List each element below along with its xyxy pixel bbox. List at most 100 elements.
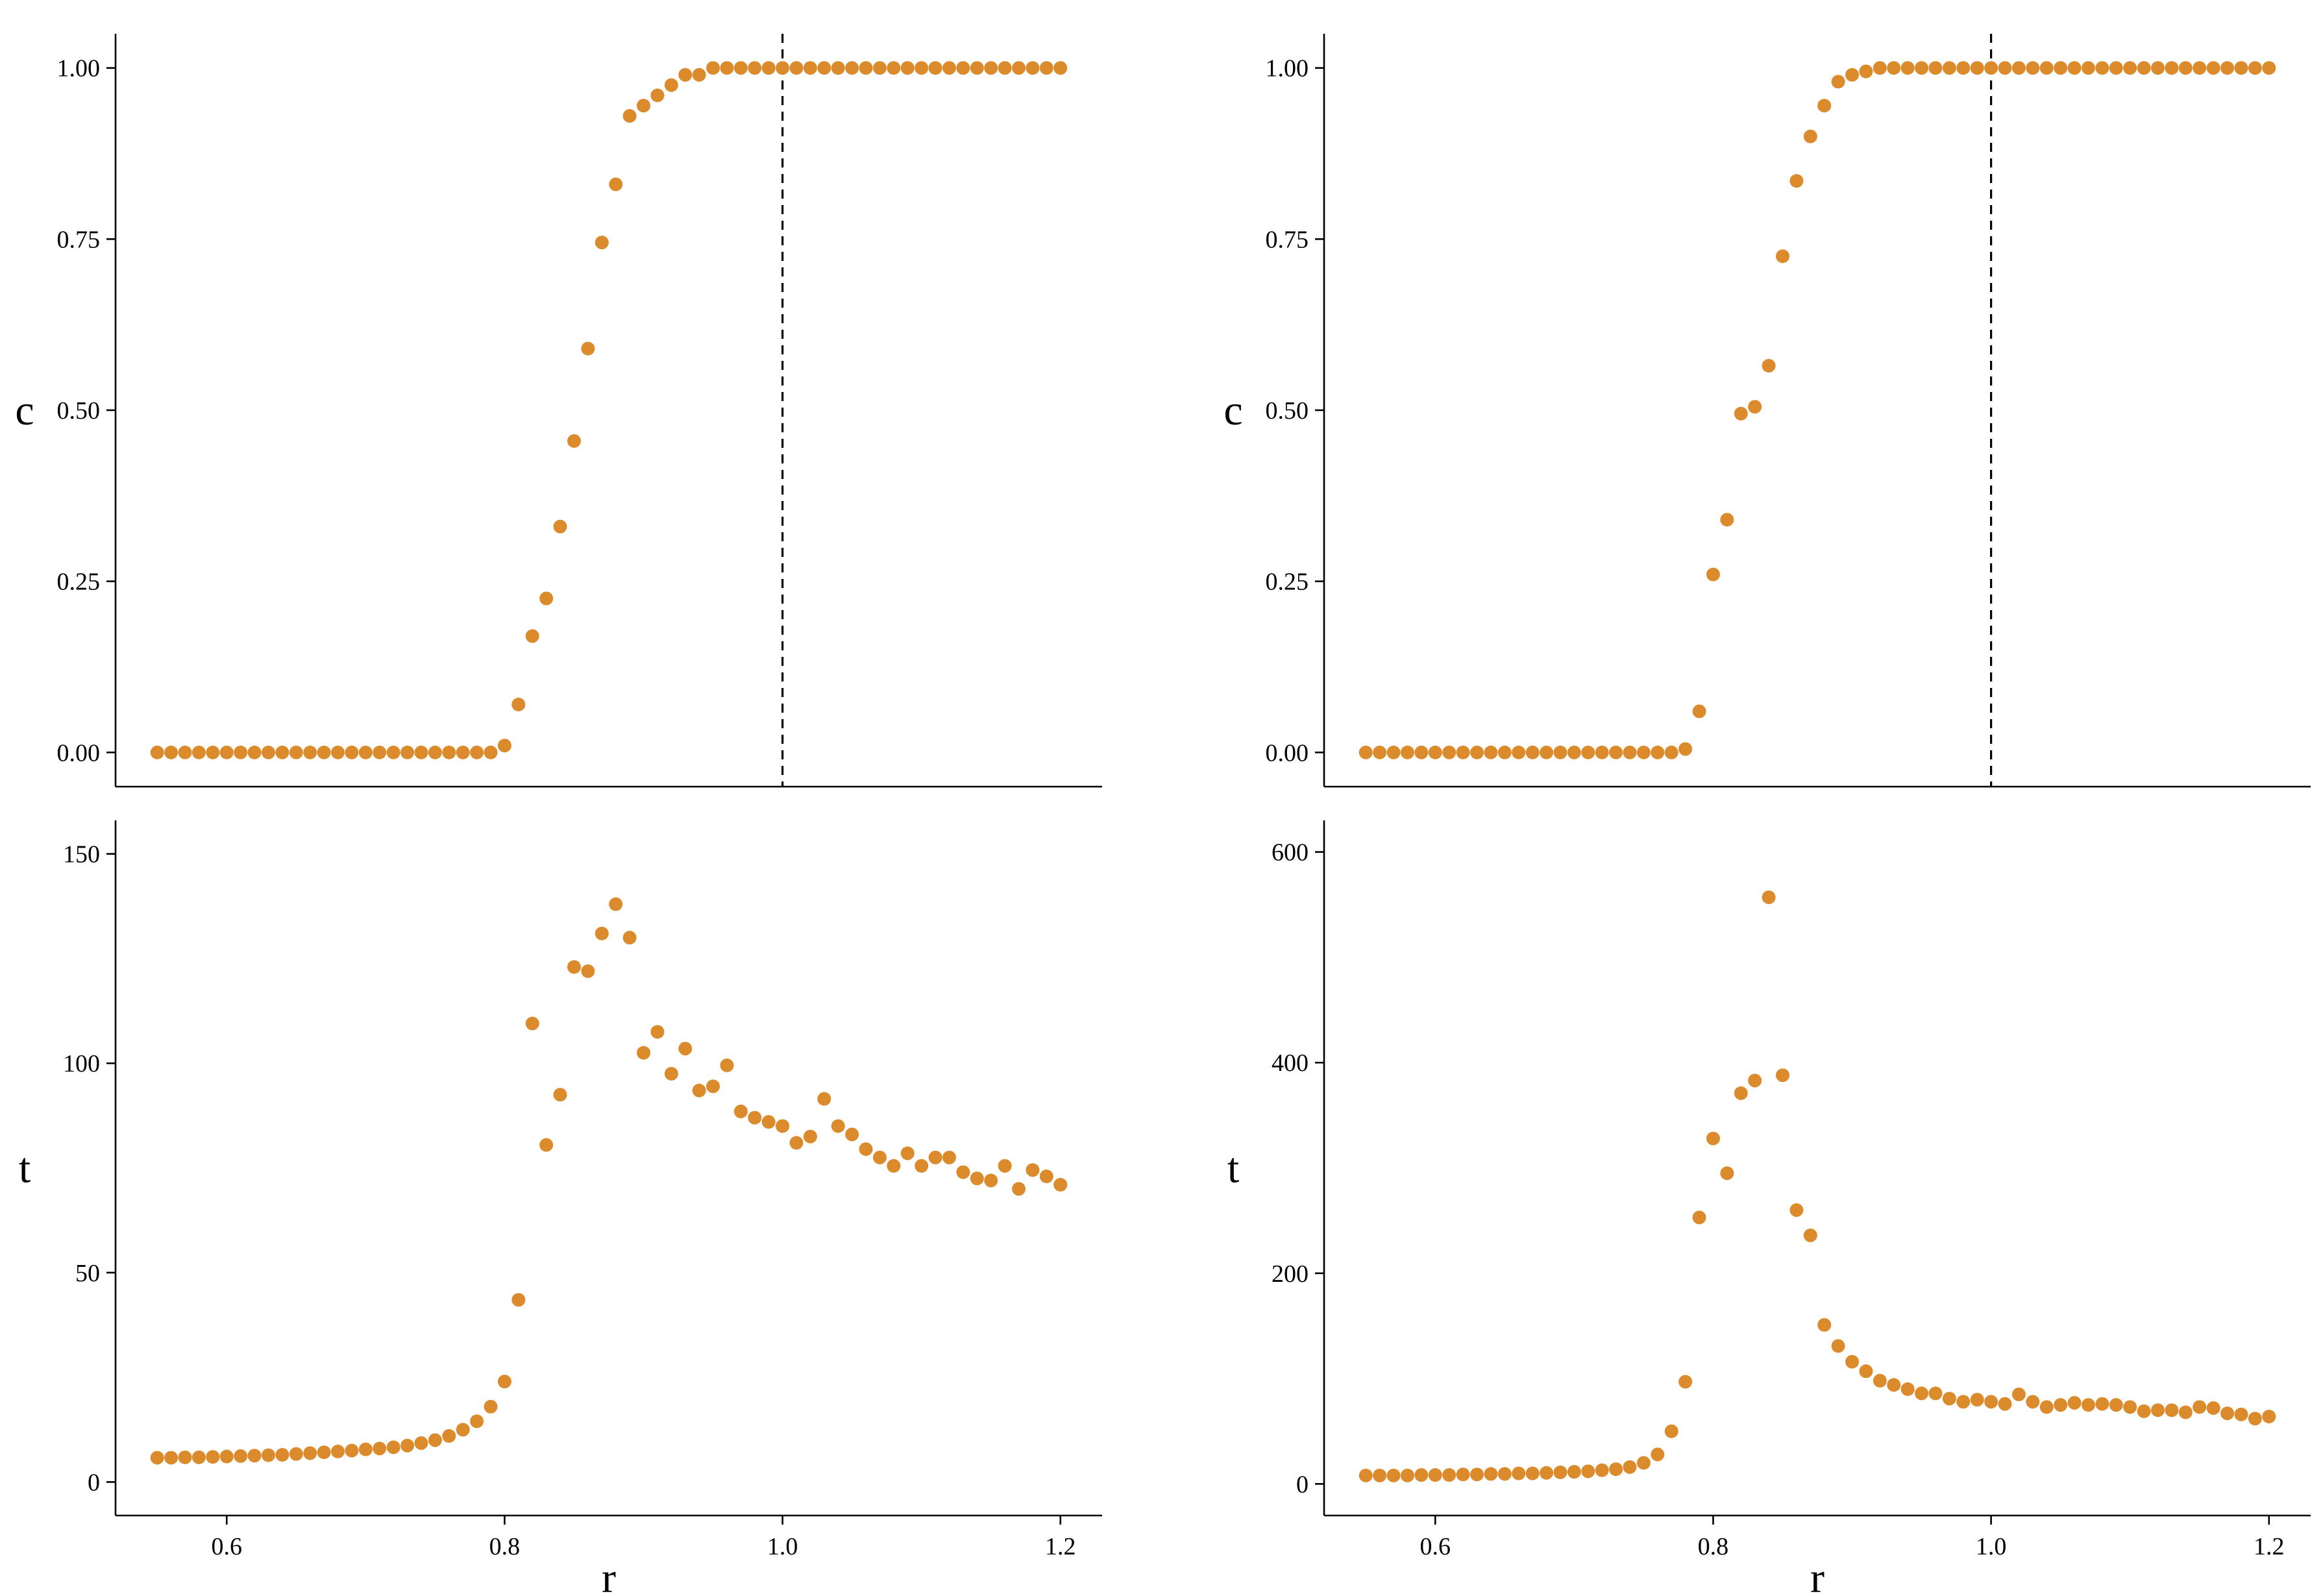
x-tick-label: 0.8 [1698,1533,1729,1560]
data-point [497,1375,511,1389]
panel-top-right: 0.00 0.25 0.50 0.75 1.00 c [1223,34,2311,788]
data-point [761,1115,776,1129]
data-point [497,739,511,753]
data-point [706,1079,720,1094]
data-point [622,109,637,123]
data-point [803,1129,817,1144]
data-point [261,1448,275,1462]
y-tick-label: 0.75 [1266,226,1309,253]
data-point [2193,61,2207,75]
data-point [525,629,539,643]
data-point [525,1016,539,1031]
data-point [1734,406,1748,421]
y-tick-label: 0.25 [1266,569,1309,596]
data-point [206,1450,220,1464]
data-point [1762,358,1776,373]
data-point [261,745,275,759]
data-point [164,745,178,759]
data-point [998,61,1012,75]
data-point [1900,61,1915,75]
data-point [191,1450,206,1464]
data-point [776,1119,790,1133]
data-point [831,61,845,75]
data-point [442,1429,456,1443]
data-point [386,745,400,759]
x-tick-label: 0.8 [489,1533,521,1560]
data-point [289,745,303,759]
data-point [1831,1339,1845,1353]
data-point [720,61,734,75]
data-point [470,1414,484,1429]
data-point [1623,1460,1637,1474]
data-point [1442,745,1456,759]
data-point [1581,745,1595,759]
data-point [150,1451,164,1465]
data-point [1845,1355,1860,1369]
data-point [2039,1400,2054,1414]
data-point [761,61,776,75]
data-point [317,1445,331,1460]
data-point [609,897,623,911]
data-point [678,1042,693,1056]
data-point [1998,1397,2012,1411]
data-point [887,61,901,75]
data-point [2011,1387,2026,1401]
y-tick-label: 50 [75,1260,100,1287]
data-point [1706,567,1720,582]
data-point [275,1447,289,1462]
data-point [887,1159,901,1173]
data-point [331,1444,345,1458]
data-point [1484,745,1498,759]
data-point [178,745,192,759]
data-point [2067,61,2082,75]
data-point [1609,745,1623,759]
data-point [789,1136,804,1150]
data-point [998,1159,1012,1173]
data-point [1026,1163,1040,1177]
data-point [1915,61,1929,75]
data-point [1789,174,1804,188]
data-point [206,745,220,759]
data-point [275,745,289,759]
data-point [2178,61,2193,75]
data-point [1595,1463,1609,1477]
data-point [1512,745,1526,759]
data-point [1540,1466,1554,1480]
data-point [1053,1177,1068,1192]
data-point [414,745,428,759]
data-point [234,745,248,759]
data-point [1817,99,1832,113]
data-point [2095,61,2109,75]
data-point [1873,1373,1887,1388]
data-point [442,745,456,759]
data-point [733,61,748,75]
data-point [748,61,762,75]
data-point [2248,1412,2262,1426]
data-point [1400,745,1414,759]
data-point [1664,745,1678,759]
data-point [358,1442,373,1456]
data-point [1525,745,1540,759]
data-point [650,1025,665,1039]
data-point [1984,1395,1998,1409]
data-point [1942,61,1956,75]
data-point [150,745,164,759]
data-point [1469,745,1484,759]
data-point [748,1111,762,1125]
data-point [1942,1392,1956,1406]
data-point [1553,745,1567,759]
data-point [803,61,817,75]
data-point [1497,1467,1512,1481]
data-point [984,61,998,75]
data-point [1748,1074,1762,1088]
data-point [400,1438,415,1453]
data-point [845,61,859,75]
data-point [1664,1424,1678,1438]
y-tick-label: 0.00 [57,739,101,767]
data-point [928,1150,942,1164]
data-point [358,745,373,759]
data-point [1026,61,1040,75]
data-point [1053,61,1068,75]
data-point [637,99,651,113]
data-point [2054,1398,2068,1412]
